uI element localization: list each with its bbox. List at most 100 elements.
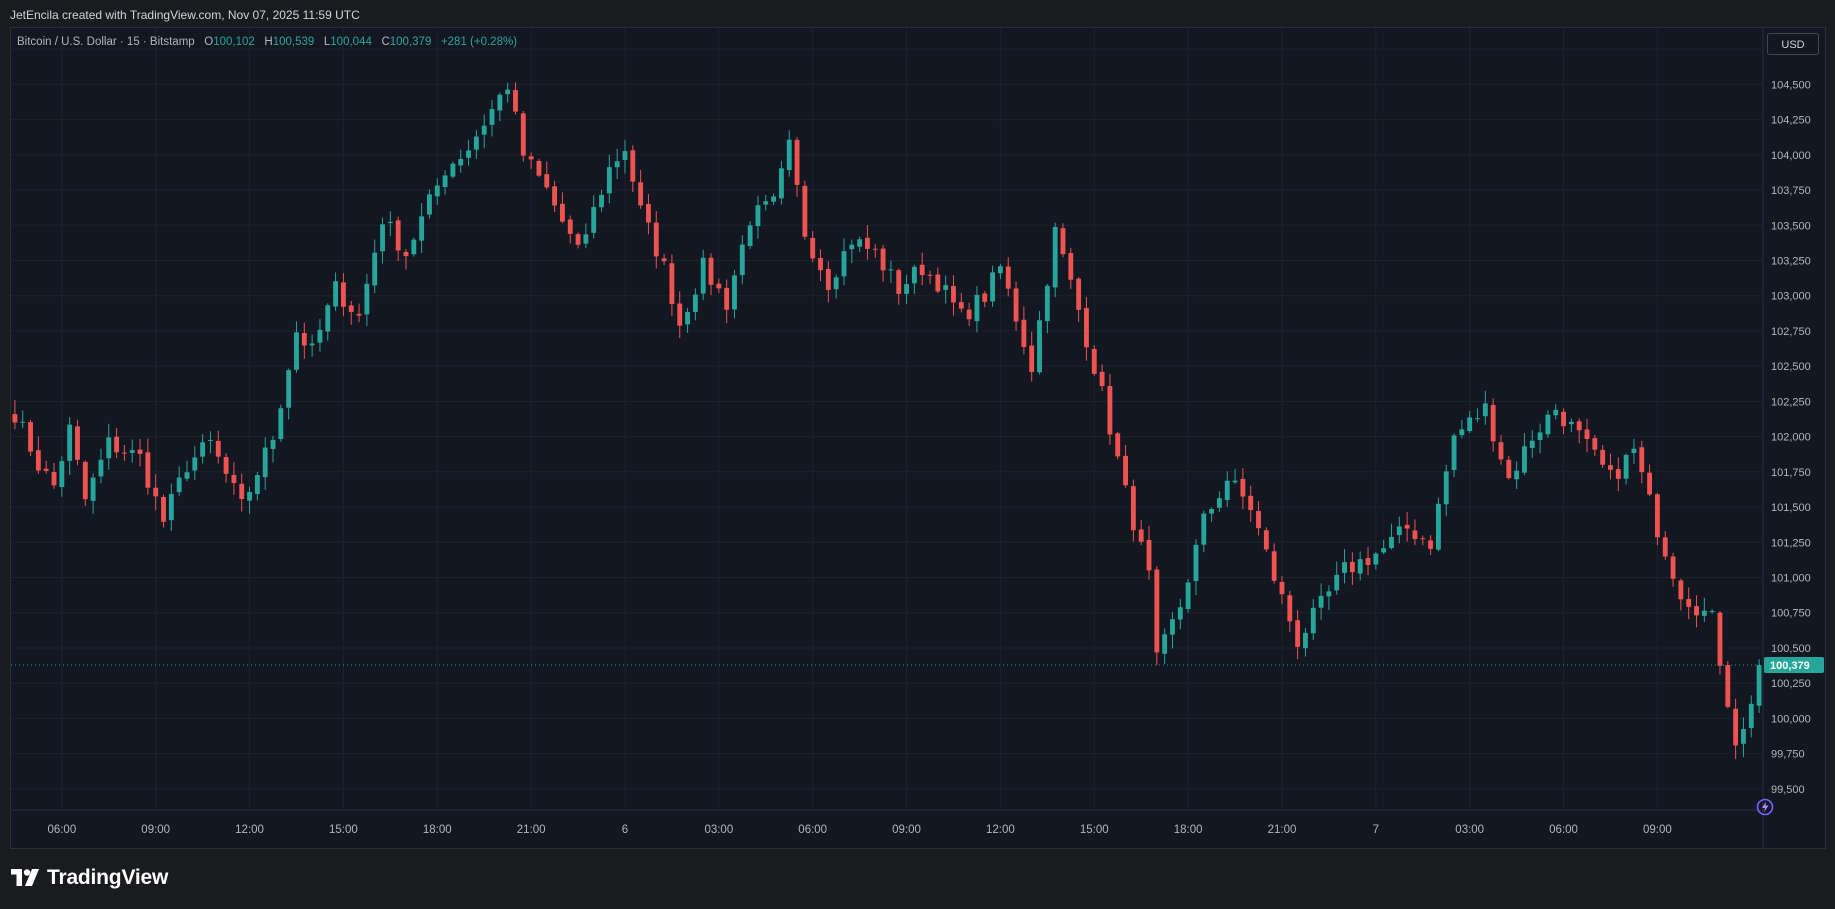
candle-body[interactable]: [1209, 509, 1215, 514]
candle-body[interactable]: [372, 252, 378, 286]
candle-body[interactable]: [254, 475, 260, 495]
candle-body[interactable]: [1310, 607, 1316, 634]
candle-body[interactable]: [919, 264, 925, 276]
candle-body[interactable]: [28, 422, 33, 452]
candle-body[interactable]: [1099, 371, 1105, 387]
candle-body[interactable]: [466, 150, 471, 158]
candle-body[interactable]: [450, 163, 456, 177]
candle-body[interactable]: [1240, 478, 1246, 497]
candle-body[interactable]: [1005, 266, 1011, 289]
candle-body[interactable]: [1537, 432, 1543, 440]
candle-body[interactable]: [927, 274, 933, 276]
candle-body[interactable]: [646, 203, 651, 223]
candle-body[interactable]: [685, 311, 690, 325]
candle-body[interactable]: [1342, 562, 1347, 573]
candle-body[interactable]: [192, 457, 198, 471]
candle-body[interactable]: [1420, 538, 1426, 540]
candle-body[interactable]: [442, 175, 448, 188]
candle-body[interactable]: [1193, 544, 1199, 582]
candle-body[interactable]: [1584, 429, 1590, 439]
candle-body[interactable]: [489, 109, 495, 125]
candle-body[interactable]: [943, 285, 949, 290]
candle-body[interactable]: [692, 294, 698, 313]
candle-body[interactable]: [1091, 349, 1097, 374]
candle-body[interactable]: [857, 239, 863, 247]
candle-body[interactable]: [1623, 454, 1629, 479]
candle-body[interactable]: [567, 219, 573, 234]
candle-body[interactable]: [1451, 435, 1457, 471]
candle-body[interactable]: [380, 224, 385, 252]
candle-body[interactable]: [559, 203, 565, 222]
candle-body[interactable]: [708, 257, 714, 285]
candle-body[interactable]: [1326, 591, 1332, 597]
candle-body[interactable]: [1365, 558, 1371, 565]
candle-body[interactable]: [1475, 418, 1480, 420]
candle-body[interactable]: [1224, 480, 1230, 501]
candle-body[interactable]: [865, 237, 870, 249]
candle-body[interactable]: [1115, 433, 1121, 457]
candle-body[interactable]: [1177, 607, 1183, 620]
candle-body[interactable]: [1232, 480, 1238, 483]
candle-body[interactable]: [1741, 729, 1746, 744]
candle-body[interactable]: [849, 244, 855, 250]
candle-body[interactable]: [1686, 599, 1692, 607]
candle-body[interactable]: [1271, 551, 1277, 581]
candle-body[interactable]: [1021, 319, 1027, 347]
candle-body[interactable]: [802, 185, 808, 237]
candle-body[interactable]: [1404, 524, 1410, 529]
candle-body[interactable]: [755, 205, 761, 227]
candle-body[interactable]: [935, 274, 941, 292]
candle-body[interactable]: [1185, 582, 1191, 609]
candle-body[interactable]: [1044, 285, 1050, 322]
candle-body[interactable]: [1748, 703, 1754, 729]
candle-body[interactable]: [114, 436, 120, 453]
candle-body[interactable]: [1216, 498, 1222, 508]
candle-body[interactable]: [1608, 465, 1613, 470]
candle-body[interactable]: [763, 201, 769, 205]
candle-body[interactable]: [1303, 632, 1308, 649]
candle-body[interactable]: [51, 472, 57, 486]
candle-body[interactable]: [1647, 472, 1653, 495]
candle-body[interactable]: [43, 468, 49, 471]
candle-body[interactable]: [825, 268, 831, 290]
candle-body[interactable]: [1639, 447, 1645, 473]
candle-body[interactable]: [1733, 708, 1739, 746]
candle-body[interactable]: [1146, 539, 1152, 571]
candle-body[interactable]: [606, 167, 612, 194]
candle-body[interactable]: [911, 266, 917, 284]
candle-body[interactable]: [223, 457, 229, 474]
candle-body[interactable]: [505, 89, 511, 95]
candle-body[interactable]: [1248, 495, 1254, 510]
candle-body[interactable]: [294, 332, 299, 370]
candle-body[interactable]: [544, 174, 550, 188]
candle-body[interactable]: [552, 186, 558, 206]
candle-body[interactable]: [724, 287, 730, 310]
candle-body[interactable]: [1381, 548, 1387, 553]
candle-body[interactable]: [1428, 540, 1434, 549]
candle-body[interactable]: [997, 266, 1003, 274]
candle-body[interactable]: [1576, 421, 1582, 431]
candle-body[interactable]: [1170, 619, 1175, 635]
tradingview-logo[interactable]: TradingView: [11, 866, 168, 890]
candle-body[interactable]: [904, 284, 909, 294]
candle-body[interactable]: [974, 294, 980, 322]
candle-body[interactable]: [1060, 228, 1066, 255]
candle-body[interactable]: [1615, 469, 1621, 479]
candle-body[interactable]: [1052, 226, 1058, 288]
candle-body[interactable]: [1349, 561, 1355, 573]
candle-body[interactable]: [1037, 320, 1042, 373]
candle-body[interactable]: [1694, 606, 1699, 616]
candle-body[interactable]: [528, 156, 534, 160]
candle-body[interactable]: [1553, 409, 1559, 416]
candle-body[interactable]: [1138, 529, 1144, 542]
candle-body[interactable]: [1701, 610, 1707, 616]
candle-body[interactable]: [1756, 665, 1762, 706]
candle-body[interactable]: [599, 194, 604, 208]
candle-body[interactable]: [364, 283, 370, 315]
candle-body[interactable]: [896, 270, 902, 294]
candle-body[interactable]: [630, 150, 636, 182]
candle-body[interactable]: [208, 439, 213, 441]
candle-body[interactable]: [1568, 421, 1574, 425]
candle-body[interactable]: [215, 440, 221, 457]
candle-body[interactable]: [591, 207, 597, 233]
